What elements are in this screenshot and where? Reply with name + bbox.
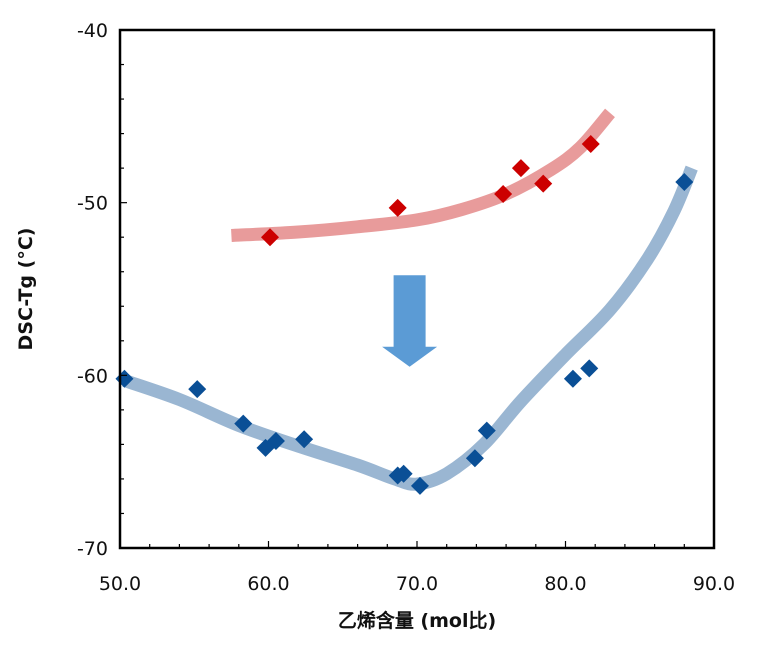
data-point-series-1 xyxy=(494,185,513,204)
y-tick-label: -70 xyxy=(77,538,108,560)
down-arrow-icon xyxy=(382,275,438,367)
data-point-series-1 xyxy=(388,198,407,217)
data-point-series-2 xyxy=(394,464,413,483)
x-axis-title: 乙烯含量 (mol比) xyxy=(338,609,496,632)
trend-line-2 xyxy=(122,165,698,491)
data-point-series-2 xyxy=(234,414,253,433)
x-tick-label: 50.0 xyxy=(99,573,141,595)
y-axis-tick-labels: -40 -50 -60 -70 xyxy=(77,20,108,560)
data-point-series-2 xyxy=(563,369,582,388)
x-tick-label: 80.0 xyxy=(544,573,586,595)
data-point-series-1 xyxy=(260,228,279,247)
data-point-series-2 xyxy=(295,430,314,449)
y-axis-title: DSC-Tg (°C) xyxy=(15,228,37,351)
annotations xyxy=(382,275,438,367)
data-point-series-1 xyxy=(534,174,553,193)
data-point-series-2 xyxy=(675,172,694,191)
data-point-series-2 xyxy=(580,359,599,378)
trend-lines xyxy=(122,108,698,491)
data-point-series-2 xyxy=(410,476,429,495)
data-point-series-2 xyxy=(266,431,285,450)
data-point-series-1 xyxy=(511,159,530,178)
x-tick-label: 90.0 xyxy=(693,573,735,595)
axis-ticks xyxy=(119,29,715,549)
data-point-series-2 xyxy=(188,380,207,399)
data-point-series-2 xyxy=(465,449,484,468)
trend-line-1 xyxy=(231,108,615,242)
y-tick-label: -50 xyxy=(77,193,108,215)
x-tick-label: 70.0 xyxy=(396,573,438,595)
data-point-series-2 xyxy=(477,421,496,440)
x-axis-tick-labels: 50.0 60.0 70.0 80.0 90.0 xyxy=(99,573,735,595)
y-tick-label: -40 xyxy=(77,20,108,42)
data-point-series-1 xyxy=(581,134,600,153)
x-tick-label: 60.0 xyxy=(247,573,289,595)
y-tick-label: -60 xyxy=(77,365,108,387)
